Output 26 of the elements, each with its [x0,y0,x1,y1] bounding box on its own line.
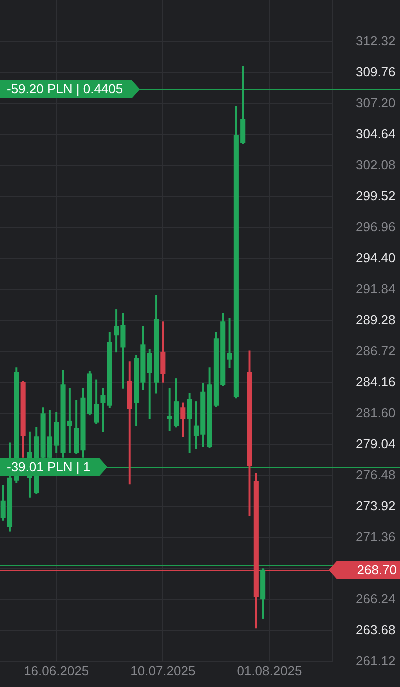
annotation: 268.70 [357,562,397,578]
ref-line-label: -39.01 PLN | 1 [7,459,91,474]
y-tick-label: 291.84 [356,282,396,297]
y-tick-label: 281.60 [356,406,396,421]
y-tick-label: 294.40 [356,250,396,266]
x-tick-label: 16.06.2025 [24,663,90,678]
y-tick-label: 266.24 [356,592,396,607]
y-tick-label: 284.16 [356,374,396,390]
y-tick-label: 289.28 [356,312,396,328]
ref-line-label: -59.20 PLN | 0.4405 [7,82,124,97]
y-tick-label: 279.04 [356,436,396,452]
y-tick-label: 307.20 [356,96,396,111]
y-tick-label: 312.32 [356,34,396,49]
y-tick-label: 296.96 [356,220,396,235]
y-tick-label: 263.68 [356,622,396,638]
y-tick-label: 286.72 [356,344,396,359]
y-tick-label: 304.64 [356,126,396,142]
y-tick-label: 271.36 [356,530,396,545]
y-tick-label: 273.92 [356,498,396,514]
x-tick-label: 10.07.2025 [130,663,196,678]
y-tick-label: 261.12 [356,654,396,669]
y-tick-label: 299.52 [356,188,396,204]
y-tick-label: 302.08 [356,158,396,173]
x-tick-label: 01.08.2025 [237,663,302,678]
y-tick-label: 276.48 [356,468,396,483]
y-tick-label: 309.76 [356,64,396,80]
